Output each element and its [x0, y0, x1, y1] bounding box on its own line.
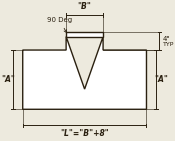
- Text: "L"="B"+8": "L"="B"+8": [60, 129, 109, 138]
- Text: "B": "B": [78, 2, 92, 11]
- Polygon shape: [23, 37, 146, 109]
- Text: "A": "A": [1, 75, 15, 84]
- Polygon shape: [66, 32, 103, 37]
- Text: 90 Deg: 90 Deg: [47, 17, 72, 33]
- Text: TYP: TYP: [163, 42, 174, 47]
- Text: 4": 4": [163, 36, 170, 42]
- Text: "A": "A": [154, 75, 168, 84]
